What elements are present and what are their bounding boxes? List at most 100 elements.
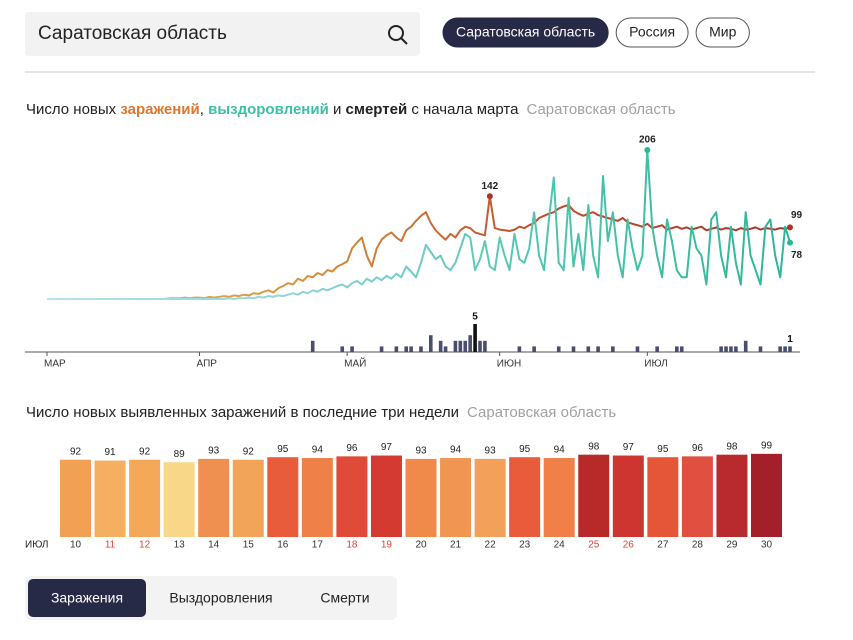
bar-value-label: 95 [657, 444, 669, 455]
bar [198, 458, 230, 537]
death-bar [394, 346, 399, 352]
bar-value-label: 95 [519, 444, 531, 455]
bar-value-label: 92 [243, 446, 255, 457]
point-marker [644, 147, 651, 153]
death-bar [453, 340, 458, 352]
death-bar [443, 346, 448, 352]
death-bar [473, 324, 477, 352]
bar [474, 458, 506, 537]
region-button[interactable]: Россия [615, 17, 689, 48]
death-bar [350, 346, 354, 352]
x-tick-label: 30 [761, 540, 773, 551]
bar [543, 458, 575, 537]
death-bar [310, 340, 315, 352]
bar-value-label: 97 [623, 442, 635, 453]
death-bar [404, 346, 408, 352]
death-bar [340, 346, 345, 352]
bar-value-label: 89 [174, 449, 186, 460]
bar-value-label: 98 [726, 441, 738, 452]
death-bar [556, 346, 561, 352]
bar [612, 455, 644, 537]
death-bar [655, 346, 659, 352]
bar [370, 455, 402, 537]
region-button-bg[interactable] [442, 17, 609, 48]
x-tick-label: 11 [105, 540, 116, 551]
death-bar [468, 335, 472, 352]
chart-region: Саратовская область [467, 404, 616, 421]
chart-title: Число новых заражений, выздоровлений и с… [26, 101, 676, 118]
death-bar [596, 346, 600, 352]
region-button[interactable]: Мир [695, 17, 750, 48]
x-tick-label: 23 [519, 540, 531, 551]
tab-label[interactable]: Смерти [320, 590, 369, 606]
bar-value-label: 92 [139, 446, 151, 457]
death-bar [379, 346, 384, 352]
death-bar [517, 346, 522, 352]
death-bar [478, 340, 482, 352]
bar [405, 458, 437, 537]
title-part: Число новых [26, 101, 120, 118]
x-tick-label: 12 [139, 540, 151, 551]
death-bar [675, 346, 679, 352]
bar-value-label: 93 [485, 446, 497, 457]
region-button-bg[interactable] [695, 17, 750, 48]
x-tick-label: 19 [381, 540, 393, 551]
bar-value-label: 91 [104, 447, 116, 458]
death-bar [734, 346, 738, 352]
bar-value-label: 98 [588, 441, 600, 452]
bar [232, 459, 264, 537]
death-bar [719, 346, 723, 352]
bar [129, 459, 161, 537]
search-text[interactable]: Саратовская область [38, 23, 227, 44]
death-bar [429, 335, 433, 352]
data-label: 1 [787, 334, 793, 345]
x-tick-label: 10 [70, 540, 82, 551]
x-tick-label: 18 [346, 540, 358, 551]
point-marker [787, 239, 793, 246]
x-tick-label: ИЮН [497, 359, 522, 370]
bar-value-label: 94 [554, 445, 566, 456]
point-marker [787, 224, 793, 231]
data-label: 206 [639, 135, 656, 146]
title-part: , [200, 101, 208, 118]
data-label: 5 [472, 312, 478, 323]
bar [336, 456, 368, 537]
x-tick-label: 20 [415, 540, 427, 551]
x-tick-label: 14 [208, 540, 220, 551]
tab-active-bg[interactable] [28, 579, 146, 617]
search-box[interactable] [25, 12, 420, 56]
chart-title: Число новых выявленных заражений в после… [26, 404, 616, 421]
region-button-bg[interactable] [615, 17, 689, 48]
bar-value-label: 96 [346, 443, 358, 454]
region-button-label[interactable]: Россия [629, 24, 675, 40]
bar [681, 456, 713, 537]
title-text: Число новых выявленных заражений в после… [26, 404, 459, 421]
series-line [47, 195, 791, 300]
death-bar [758, 346, 763, 352]
bar-value-label: 94 [312, 445, 324, 456]
x-tick-label: 22 [485, 540, 497, 551]
x-tick-label: МАР [44, 359, 66, 370]
region-button-label[interactable]: Мир [709, 24, 736, 40]
region-button[interactable]: Саратовская область [442, 17, 609, 48]
bar-value-label: 94 [450, 445, 462, 456]
bar-value-label: 97 [381, 442, 393, 453]
search-icon[interactable] [388, 25, 408, 45]
x-tick-label: 16 [277, 540, 289, 551]
tab-label[interactable]: Выздоровления [169, 590, 272, 606]
legend-infections: заражений [120, 101, 199, 118]
death-bar [635, 346, 640, 352]
region-button-label[interactable]: Саратовская область [456, 24, 595, 40]
bar-value-label: 92 [70, 446, 82, 457]
death-bar [438, 340, 443, 352]
x-tick-label: 25 [588, 540, 600, 551]
death-bar [778, 346, 782, 352]
series-line [47, 149, 791, 300]
death-bar [783, 346, 787, 352]
death-bar [409, 346, 413, 352]
x-tick-label: 24 [554, 540, 566, 551]
death-bar [743, 340, 748, 352]
bar [94, 460, 126, 537]
tab-label[interactable]: Заражения [51, 590, 123, 606]
bar-value-label: 93 [415, 446, 427, 457]
